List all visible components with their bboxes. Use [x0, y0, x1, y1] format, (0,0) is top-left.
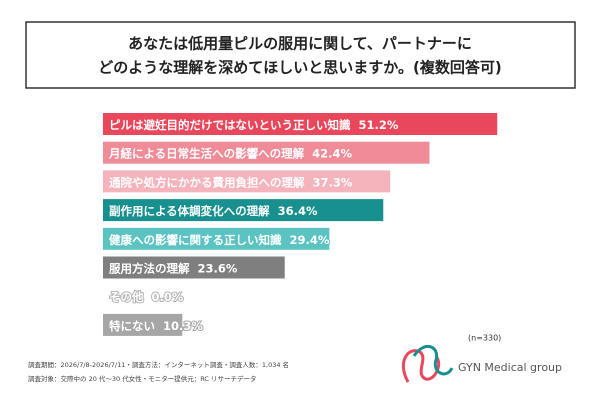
value-label: 10.3%	[163, 318, 203, 332]
title-box	[25, 21, 576, 89]
bar-label: 副作用による体調変化への理解 36.4%	[109, 204, 318, 218]
logo-mark	[401, 345, 454, 383]
category-label: 健康への影響に関する正しい知識	[109, 232, 282, 246]
value-label: 0.0%	[152, 290, 184, 304]
value-label: 42.4%	[312, 146, 352, 160]
bar	[103, 313, 183, 336]
logo-stroke	[412, 345, 454, 376]
survey-note: 調査対象：交際中の 20 代〜30 代女性・モニター提供元：RC リサーチデータ	[28, 374, 257, 383]
bar-label: 服用方法の理解 23.6%	[109, 261, 238, 275]
logo-stroke	[401, 349, 441, 383]
bar	[103, 199, 384, 222]
bar	[103, 141, 430, 164]
value-label: 23.6%	[198, 261, 238, 275]
bar-label: 健康への影響に関する正しい知識 29.4%	[109, 232, 330, 246]
bar	[103, 227, 330, 250]
chart-title: あなたは低用量ピルの服用に関して、パートナーに	[128, 35, 472, 53]
sample-note: (n=330)	[468, 334, 501, 343]
category-label: 月経による日常生活への影響への理解	[108, 146, 305, 160]
category-label: 副作用による体調変化への理解	[109, 204, 270, 218]
chart-title: どのような理解を深めてほしいと思いますか。(複数回答可)	[98, 59, 501, 77]
value-label: 36.4%	[278, 204, 318, 218]
bar-label: ピルは避妊目的だけではないという正しい知識 51.2%	[109, 118, 399, 132]
survey-note: 調査期間：2026/7/8-2026/7/11・調査方法：インターネット調査・調…	[28, 360, 289, 369]
bar	[103, 113, 498, 135]
logo-text: GYN Medical group	[458, 361, 562, 374]
category-label: 特にない	[109, 318, 155, 332]
value-label: 29.4%	[290, 232, 330, 246]
category-label: その他	[109, 290, 144, 304]
value-label: 37.3%	[313, 175, 353, 189]
category-label: 服用方法の理解	[109, 261, 190, 275]
bar	[103, 170, 391, 193]
bar-label: 特にない 10.3%	[109, 318, 203, 332]
category-label: 通院や処方にかかる費用負担への理解	[109, 175, 305, 189]
bar-label: 月経による日常生活への影響への理解 42.4%	[108, 146, 353, 160]
bar	[103, 256, 285, 279]
value-label: 51.2%	[359, 118, 399, 132]
bar-label: 通院や処方にかかる費用負担への理解 37.3%	[109, 175, 353, 189]
category-label: ピルは避妊目的だけではないという正しい知識	[109, 118, 351, 132]
bar-label: その他 0.0%	[109, 290, 184, 304]
